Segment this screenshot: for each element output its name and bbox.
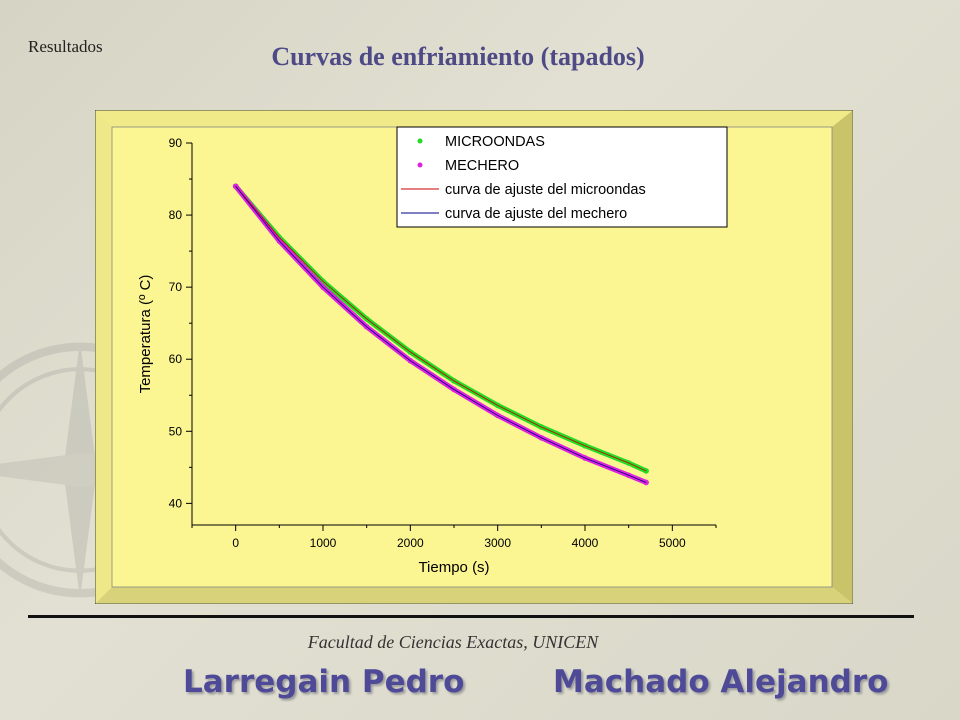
y-tick-label: 80 [169,208,183,222]
x-tick-label: 4000 [572,536,599,550]
legend-box [396,126,728,228]
legend-label: MECHERO [445,158,519,174]
footer-rule [28,615,914,618]
x-tick-label: 3000 [484,536,511,550]
x-tick-label: 0 [232,536,239,550]
section-label: Resultados [28,37,103,56]
y-tick-label: 90 [169,136,183,150]
legend-label: curva de ajuste del mechero [445,206,627,222]
author-name: Larregain Pedro [183,664,465,700]
y-tick-label: 40 [169,496,183,510]
y-tick-label: 70 [169,280,183,294]
y-axis-label: Temperatura (º C) [137,275,154,394]
legend: MICROONDAS MECHERO curva de ajuste del mic… [396,126,728,228]
legend-marker [417,162,423,168]
fit-line-curva-de-ajuste-del-mechero [235,185,647,483]
y-tick-label: 60 [169,352,183,366]
x-tick-label: 2000 [397,536,424,550]
x-tick-label: 5000 [659,536,686,550]
fit-line-curva-de-ajuste-del-microondas [235,185,647,472]
faculty-label: Facultad de Ciencias Exactas, UNICEN [307,632,599,652]
chart-frame: 40 50 60 70 80 90 0 1000 2000 3000 4000 5000 Tiempo … [95,110,853,604]
legend-label: MICROONDAS [445,134,545,150]
y-tick-label: 50 [169,424,183,438]
slide-title: Curvas de enfriamiento (tapados) [271,42,645,71]
data-point [643,468,649,474]
author-name: Machado Alejandro [553,664,889,700]
cooling-chart: 40 50 60 70 80 90 0 1000 2000 3000 4000 5000 Tiempo … [137,126,728,576]
x-tick-label: 1000 [310,536,337,550]
legend-label: curva de ajuste del microondas [445,182,646,198]
legend-marker [417,138,423,144]
x-axis-label: Tiempo (s) [418,559,489,576]
